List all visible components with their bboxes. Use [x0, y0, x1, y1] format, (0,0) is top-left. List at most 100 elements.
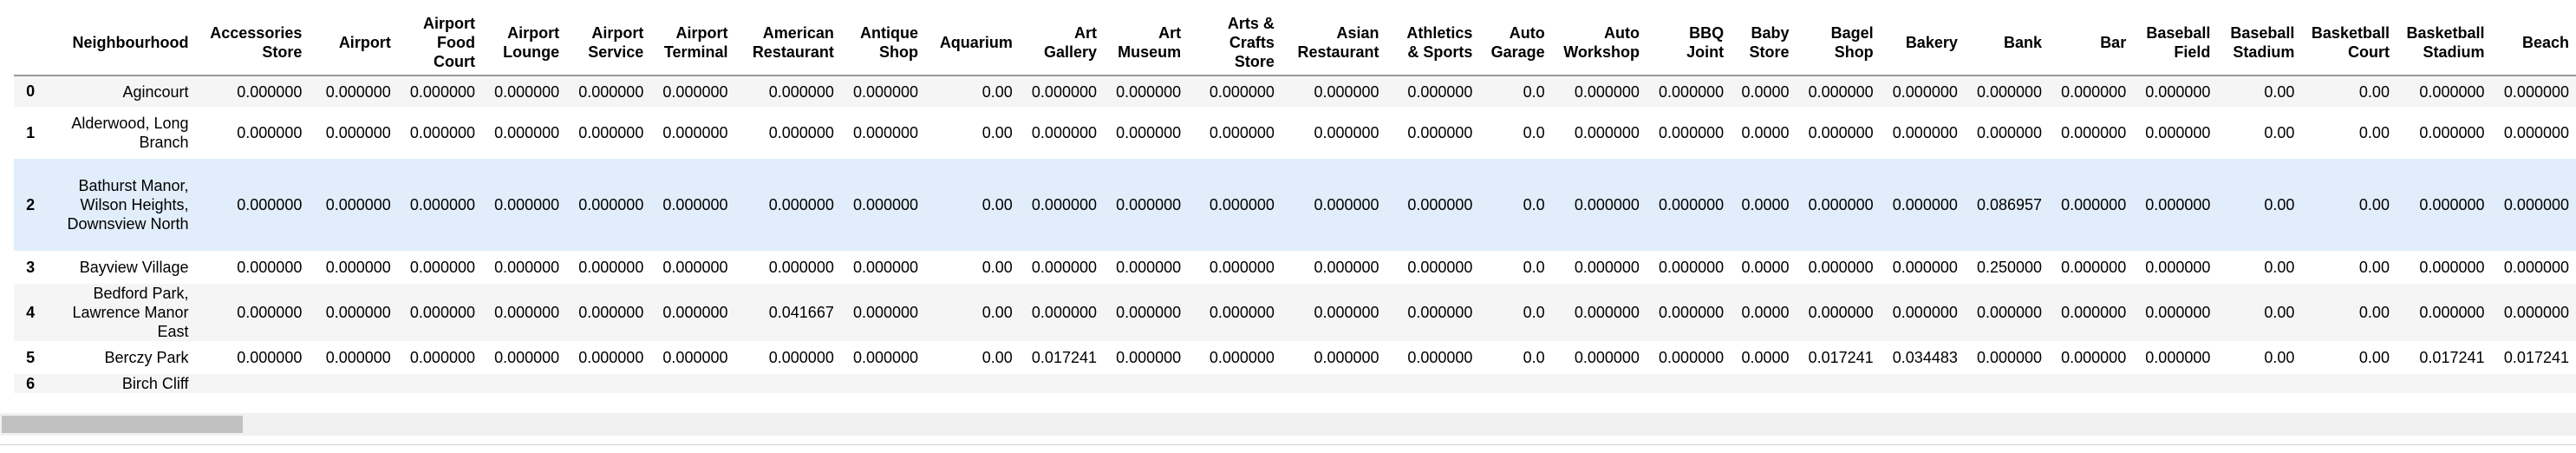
neighbourhood-cell: Bayview Village: [79, 259, 189, 276]
value-cell: 0.000000: [2419, 259, 2485, 276]
value-cell: [1020, 374, 1104, 393]
value-cell: [2397, 374, 2492, 393]
value-cell: 0.000000: [1407, 304, 1473, 321]
value-cell: 0.000000: [1407, 259, 1473, 276]
value-cell: 0.00: [2264, 349, 2295, 366]
column-header: Airport: [309, 0, 398, 76]
table-row[interactable]: 1 Alderwood, Long Branch 0.000000 0.000000 0…: [14, 107, 2576, 159]
value-cell: 0.000000: [494, 349, 560, 366]
value-cell: 0.000000: [1808, 82, 1874, 101]
value-cell: 0.000000: [1116, 82, 1182, 101]
index-header: [14, 0, 48, 76]
value-cell: 0.000000: [2419, 304, 2485, 321]
value-cell: 0.00: [2264, 196, 2295, 213]
value-cell: 0.0000: [1741, 304, 1790, 321]
value-cell: 0.00: [981, 304, 1013, 321]
value-cell: 0.000000: [662, 304, 728, 321]
value-cell: 0.000000: [1808, 304, 1874, 321]
value-cell: 0.000000: [1659, 196, 1725, 213]
row-index: 6: [26, 374, 36, 392]
value-cell: 0.250000: [1976, 259, 2043, 276]
value-cell: [1881, 374, 1965, 393]
value-cell: 0.000000: [1976, 349, 2043, 366]
table-row[interactable]: 5 Berczy Park 0.000000 0.000000 0.000000 0.00…: [14, 341, 2576, 374]
value-cell: 0.017241: [1031, 349, 1097, 366]
table-row[interactable]: 0 Agincourt 0.000000 0.000000 0.000000 0.0000…: [14, 76, 2576, 107]
value-cell: 0.000000: [768, 259, 834, 276]
value-cell: 0.000000: [1031, 259, 1097, 276]
value-cell: 0.000000: [1574, 259, 1640, 276]
value-cell: 0.000000: [662, 259, 728, 276]
column-header: Bank: [1964, 0, 2050, 76]
table-row[interactable]: 4 Bedford Park, Lawrence Manor East 0.0000…: [14, 284, 2576, 341]
value-cell: [735, 374, 841, 393]
value-cell: 0.000000: [662, 349, 728, 366]
output-divider: [0, 444, 2576, 445]
table-row[interactable]: 6 Birch Cliff: [14, 374, 2576, 393]
value-cell: [1479, 374, 1551, 393]
value-cell: 0.000000: [1407, 196, 1473, 213]
value-cell: 0.00: [981, 349, 1013, 366]
value-cell: 0.000000: [2061, 349, 2127, 366]
value-cell: 0.000000: [578, 304, 644, 321]
value-cell: [1281, 374, 1386, 393]
value-cell: [1647, 374, 1731, 393]
value-cell: 0.0: [1523, 196, 1545, 213]
column-header: Basketball Stadium: [2396, 0, 2492, 76]
column-header: American Restaurant: [734, 0, 841, 76]
value-cell: 0.000000: [1314, 196, 1379, 213]
value-cell: 0.000000: [2503, 82, 2569, 101]
value-cell: 0.00: [2264, 259, 2295, 276]
value-cell: 0.000000: [1892, 304, 1958, 321]
table-row[interactable]: 2 Bathurst Manor, Wilson Heights, Downsvi…: [14, 159, 2576, 251]
column-header: Basketball Court: [2301, 0, 2397, 76]
value-cell: 0.000000: [325, 304, 391, 321]
value-cell: 0.0000: [1741, 196, 1790, 213]
value-cell: 0.000000: [2061, 124, 2127, 141]
column-header: Auto Garage: [1479, 0, 1552, 76]
value-cell: 0.017241: [2503, 349, 2569, 366]
value-cell: 0.00: [2264, 82, 2295, 101]
value-cell: 0.000000: [325, 349, 391, 366]
value-cell: 0.000000: [852, 304, 919, 321]
value-cell: 0.000000: [2419, 124, 2485, 141]
value-cell: 0.00: [981, 82, 1013, 101]
value-cell: [2049, 374, 2133, 393]
value-cell: 0.0000: [1741, 124, 1790, 141]
value-cell: 0.000000: [237, 259, 303, 276]
value-cell: 0.000000: [1976, 82, 2043, 101]
scrollbar-thumb[interactable]: [2, 416, 243, 433]
value-cell: 0.0000: [1741, 82, 1790, 101]
value-cell: 0.000000: [1031, 82, 1097, 101]
value-cell: [1965, 374, 2049, 393]
value-cell: 0.0000: [1741, 259, 1790, 276]
value-cell: 0.00: [981, 196, 1013, 213]
value-cell: 0.000000: [1031, 196, 1097, 213]
value-cell: 0.000000: [1407, 349, 1473, 366]
column-header: Airport Service: [566, 0, 651, 76]
value-cell: 0.00: [981, 124, 1013, 141]
value-cell: 0.000000: [1659, 349, 1725, 366]
value-cell: [566, 374, 650, 393]
value-cell: 0.000000: [1659, 82, 1725, 101]
value-cell: 0.000000: [325, 82, 391, 101]
table-body: 0 Agincourt 0.000000 0.000000 0.000000 0.0000…: [14, 76, 2576, 393]
value-cell: [309, 374, 397, 393]
value-cell: 0.000000: [2419, 82, 2485, 101]
value-cell: 0.034483: [1892, 349, 1958, 366]
value-cell: 0.000000: [1407, 124, 1473, 141]
table-row[interactable]: 3 Bayview Village 0.000000 0.000000 0.000000…: [14, 251, 2576, 284]
value-cell: [1386, 374, 1480, 393]
value-cell: 0.000000: [1031, 304, 1097, 321]
horizontal-scrollbar[interactable]: [0, 413, 2576, 436]
value-cell: 0.000000: [1976, 124, 2043, 141]
column-header: Bar: [2049, 0, 2134, 76]
value-cell: 0.000000: [1976, 304, 2043, 321]
value-cell: 0.0: [1523, 349, 1545, 366]
value-cell: 0.041667: [768, 304, 834, 321]
value-cell: 0.00: [2358, 82, 2390, 101]
column-header: Neighbourhood: [47, 0, 196, 76]
value-cell: 0.000000: [852, 196, 919, 213]
value-cell: 0.000000: [409, 196, 475, 213]
value-cell: 0.000000: [2503, 196, 2569, 213]
